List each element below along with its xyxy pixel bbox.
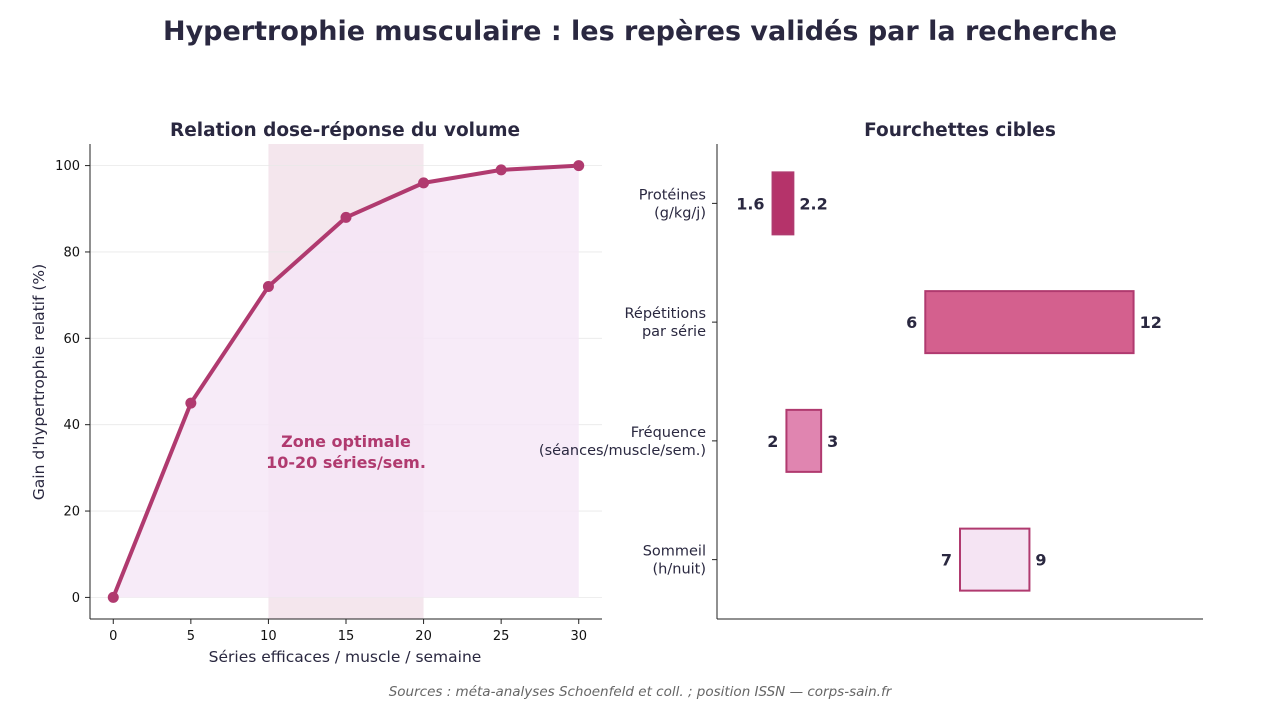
y-tick-label: 60	[63, 332, 80, 347]
y-tick-label: 20	[63, 505, 80, 520]
target-ranges-chart: Protéines (g/kg/j) 1.6 2.2 Répétitions par sé…	[539, 120, 1203, 620]
range-low-label: 6	[906, 313, 917, 332]
area-fill	[113, 165, 579, 598]
x-tick-label: 10	[260, 629, 277, 644]
range-low-label: 2	[767, 432, 778, 451]
x-tick-label: 5	[187, 629, 195, 644]
category-label: par série	[642, 324, 706, 340]
optimal-zone-label: Zone optimale	[281, 432, 411, 451]
category-label: Répétitions	[624, 306, 706, 322]
data-point	[495, 164, 507, 176]
x-tick-label: 30	[570, 629, 587, 644]
range-chart-title: Fourchettes cibles	[864, 120, 1056, 141]
y-tick-label: 80	[63, 245, 80, 260]
y-tick-label: 40	[63, 418, 80, 433]
data-point	[185, 397, 197, 409]
range-bar	[959, 527, 1031, 592]
data-point	[418, 177, 430, 189]
data-point	[340, 211, 352, 223]
source-note: Sources : méta-analyses Schoenfeld et co…	[388, 684, 892, 700]
range-bar	[771, 171, 795, 236]
line-chart-y-axis-label: Gain d'hypertrophie relatif (%)	[30, 264, 48, 500]
category-label: (h/nuit)	[653, 562, 706, 578]
category-label: (g/kg/j)	[654, 205, 706, 221]
line-chart-title: Relation dose-réponse du volume	[170, 120, 520, 141]
range-bar	[785, 408, 823, 473]
range-high-label: 12	[1140, 313, 1162, 332]
range-high-label: 3	[827, 432, 838, 451]
category-label: Fréquence	[631, 425, 706, 441]
x-tick-label: 20	[415, 629, 432, 644]
figure-title: Hypertrophie musculaire : les repères va…	[162, 16, 1118, 47]
data-point	[107, 591, 119, 603]
category-label: Sommeil	[643, 544, 706, 560]
y-tick-label: 0	[72, 591, 80, 606]
range-low-label: 7	[941, 551, 952, 570]
data-point	[573, 160, 585, 172]
range-bar	[924, 290, 1135, 355]
category-label: Protéines	[639, 187, 706, 203]
range-high-label: 2.2	[799, 194, 827, 213]
range-high-label: 9	[1035, 551, 1046, 570]
x-tick-label: 15	[338, 629, 355, 644]
data-point	[262, 281, 274, 292]
optimal-zone-label: 10-20 séries/sem.	[266, 453, 426, 472]
dose-response-chart: 0 5 10 15 20 25 30 0 20 40 60 80 100 Relation dose-r…	[30, 120, 602, 666]
line-chart-x-axis-label: Séries efficaces / muscle / semaine	[209, 648, 482, 666]
category-label: (séances/muscle/sem.)	[539, 443, 706, 459]
x-tick-label: 0	[109, 629, 117, 644]
y-tick-label: 100	[55, 159, 80, 174]
range-low-label: 1.6	[736, 194, 764, 213]
x-tick-label: 25	[493, 629, 510, 644]
